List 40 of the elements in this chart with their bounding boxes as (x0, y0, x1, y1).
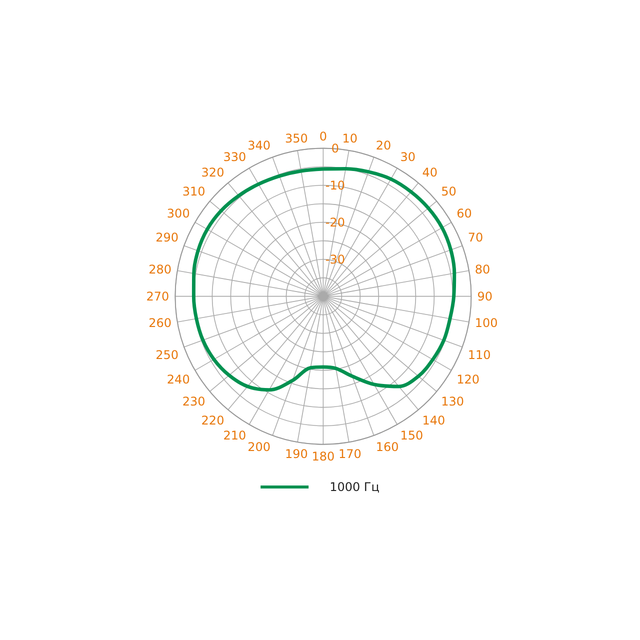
spoke-label: 300 (166, 206, 190, 220)
spoke-label: 160 (376, 440, 399, 454)
spoke-label: 280 (148, 262, 172, 277)
y-tick-label: -30 (325, 252, 346, 266)
spoke-label: 290 (156, 230, 178, 245)
spoke-label: 200 (248, 440, 271, 454)
spoke-label: 90 (477, 289, 492, 304)
spoke-label: 170 (338, 446, 362, 461)
spoke-label: 230 (182, 394, 206, 408)
spoke-label: 110 (468, 348, 491, 362)
spoke-label: 30 (400, 150, 416, 164)
spoke-label: 120 (456, 372, 480, 386)
spoke-label: 320 (201, 165, 224, 180)
spoke-label: 20 (376, 138, 392, 153)
spoke-label: 340 (248, 138, 271, 153)
spoke-label: 130 (441, 394, 464, 408)
spoke-label: 330 (223, 150, 246, 164)
spoke-label: 240 (166, 372, 190, 386)
spoke-label: 60 (456, 206, 472, 220)
spoke-label: 100 (474, 316, 498, 330)
legend-label: 1000 Гц (330, 480, 380, 494)
y-tick-label: -10 (325, 178, 346, 192)
spoke-label: 180 (312, 449, 335, 464)
spoke-label: 190 (285, 446, 308, 461)
y-tick-label: -20 (325, 215, 346, 230)
spoke-label: 50 (441, 184, 456, 198)
spoke-label: 220 (201, 413, 224, 428)
spoke-label: 10 (342, 132, 358, 146)
spoke-label: 250 (156, 348, 178, 362)
spoke-label: 350 (285, 132, 308, 146)
spoke-label: 260 (148, 316, 172, 330)
spoke-label: 80 (474, 262, 490, 277)
spoke-label: 140 (422, 413, 446, 428)
spoke-label: 210 (223, 428, 246, 443)
spoke-label: 150 (400, 428, 424, 443)
spoke-label: 70 (468, 230, 484, 245)
spoke-label: 270 (146, 289, 170, 304)
y-tick-label: 0 (319, 129, 328, 144)
spoke-label: 40 (422, 165, 438, 180)
spoke-label: 310 (182, 184, 206, 198)
